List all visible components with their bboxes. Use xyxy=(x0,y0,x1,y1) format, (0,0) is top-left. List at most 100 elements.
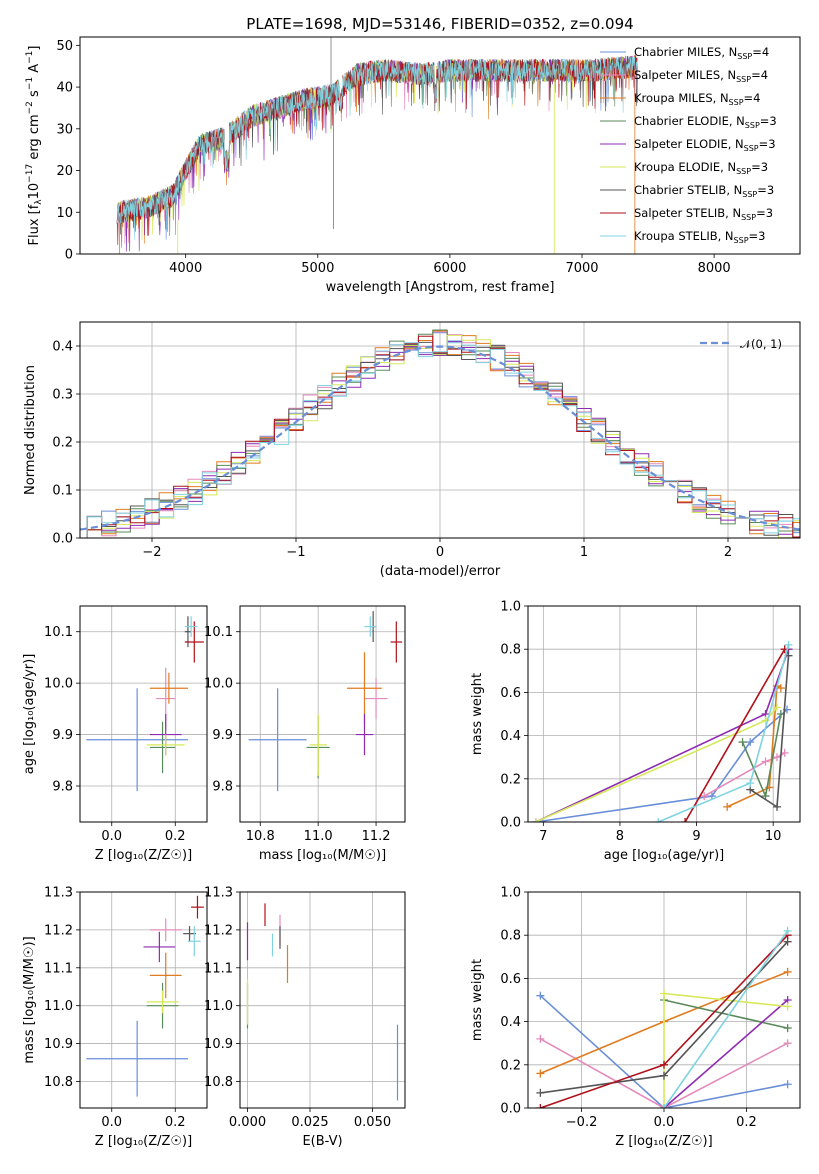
x-tick-label: 5000 xyxy=(301,261,334,276)
x-tick-label: 0.0 xyxy=(101,829,122,844)
legend-entry: 𝒩(0, 1) xyxy=(740,337,782,351)
x-tick-label: 11.2 xyxy=(362,829,391,844)
y-tick-label: 1.0 xyxy=(500,600,521,615)
series-point-2 xyxy=(761,757,770,766)
legend-entry: Kroupa STELIB, NSSP=3 xyxy=(634,229,765,245)
y-tick-label: 10.1 xyxy=(44,625,73,640)
x-axis-label: wavelength [Angstrom, rest frame] xyxy=(326,280,555,295)
x-axis-label: mass [log₁₀(M/M☉)] xyxy=(259,848,386,863)
series-point-8 xyxy=(681,818,690,822)
x-tick-label: 0.0 xyxy=(101,1115,122,1130)
age_weight-panel: 7 8 9 10 0.0 0.2 0.4 0.6 0.8 1.0 age [log₁₀(age/yr… xyxy=(470,600,801,863)
x-tick-label: 8000 xyxy=(698,261,731,276)
series-point-3 xyxy=(783,967,792,976)
y-tick-label: 0.2 xyxy=(500,1058,521,1073)
y-tick-label: 11.2 xyxy=(204,923,233,938)
series-point-6 xyxy=(773,703,782,712)
y-tick-label: 0.3 xyxy=(52,388,73,403)
y-tick-label: 9.9 xyxy=(212,728,233,743)
y-tick-label: 20 xyxy=(56,164,73,179)
series-point-2 xyxy=(700,792,709,801)
spectrum-panel: 4000 5000 6000 7000 8000 0 10 20 30 40 50 wavelengt… xyxy=(25,36,801,295)
series-line-2 xyxy=(540,1038,788,1108)
series-point-1 xyxy=(783,1080,792,1089)
y-tick-label: 0.6 xyxy=(500,972,521,987)
residuals-marks xyxy=(80,329,800,538)
y-tick-label: 0.6 xyxy=(500,686,521,701)
series-point-6 xyxy=(783,1002,792,1011)
series-point-3 xyxy=(536,1069,545,1078)
x-tick-label: 10.8 xyxy=(246,829,275,844)
y-tick-label: 0.4 xyxy=(52,340,73,355)
legend-entry: Kroupa ELODIE, NSSP=3 xyxy=(634,160,768,176)
y-axis-label: mass weight xyxy=(470,673,485,755)
series-point-7 xyxy=(660,1071,668,1080)
y-tick-label: 11.1 xyxy=(44,961,73,976)
x-tick-label: 6000 xyxy=(433,261,466,276)
residuals-panel: −2 −1 0 1 2 0.0 0.1 0.2 0.3 0.4 (data-model)/error… xyxy=(23,321,801,579)
series-point-8 xyxy=(536,1104,545,1108)
y-tick-label: 9.8 xyxy=(52,780,73,795)
series-point-8 xyxy=(660,1060,668,1069)
x-tick-label: 0.025 xyxy=(291,1115,328,1130)
x-tick-label: 2 xyxy=(724,545,732,560)
axes-frame xyxy=(527,605,801,823)
legend-entry: Chabrier ELODIE, NSSP=3 xyxy=(634,114,777,130)
z_age-panel: 0.0 0.2 9.8 9.9 10.0 10.1 Z [log₁₀(Z/Z☉)] age [… xyxy=(22,605,208,863)
axes-frame xyxy=(527,891,801,1109)
histogram-8 xyxy=(80,335,800,538)
y-tick-label: 10.8 xyxy=(44,1075,73,1090)
y-axis-label: mass [log₁₀(M/M☉)] xyxy=(22,936,37,1063)
y-tick-label: 0.8 xyxy=(500,643,521,658)
x-tick-label: 0 xyxy=(436,545,444,560)
series-point-3 xyxy=(776,684,785,693)
y-tick-label: 11.2 xyxy=(44,923,73,938)
y-tick-label: 50 xyxy=(56,39,73,54)
y-tick-label: 11.3 xyxy=(44,886,73,901)
legend-entry: Salpeter STELIB, NSSP=3 xyxy=(634,206,773,222)
series-point-6 xyxy=(531,818,540,822)
mass_age-marks xyxy=(248,611,403,792)
y-tick-label: 0.0 xyxy=(500,1102,521,1117)
series-point-2 xyxy=(536,1034,545,1043)
x-tick-label: 9 xyxy=(692,829,700,844)
series-point-3 xyxy=(723,802,732,811)
y-tick-label: 0.0 xyxy=(52,532,73,547)
y-axis-label: Flux [fλ10−17 erg cm−2 s−1 A−1] xyxy=(25,46,44,246)
histogram-3 xyxy=(80,330,800,538)
x-tick-label: 0.2 xyxy=(165,1115,186,1130)
legend-entry: Chabrier MILES, NSSP=4 xyxy=(634,45,769,61)
legend-entry: Salpeter MILES, NSSP=4 xyxy=(634,68,768,84)
y-tick-label: 1.0 xyxy=(500,886,521,901)
y-tick-label: 30 xyxy=(56,122,73,137)
series-line-9 xyxy=(663,930,789,1108)
y-tick-label: 11.3 xyxy=(204,886,233,901)
z_weight-panel: −0.2 0.0 0.2 0.0 0.2 0.4 0.6 0.8 1.0 Z [log₁₀(Z/Z… xyxy=(470,886,801,1149)
series-point-2 xyxy=(783,1039,792,1048)
series-point-7 xyxy=(536,1088,545,1097)
y-tick-label: 0.8 xyxy=(500,929,521,944)
y-tick-label: 0.4 xyxy=(500,729,521,744)
y-tick-label: 10.0 xyxy=(44,677,73,692)
z_mass-marks xyxy=(86,895,204,1097)
x-tick-label: 0.050 xyxy=(354,1115,391,1130)
series-point-1 xyxy=(746,738,755,747)
y-tick-label: 0.2 xyxy=(500,772,521,787)
series-line-4 xyxy=(663,999,788,1029)
y-tick-label: 11.1 xyxy=(204,961,233,976)
x-tick-label: 10 xyxy=(765,829,782,844)
series-point-7 xyxy=(773,802,782,811)
x-tick-label: 0.000 xyxy=(229,1115,266,1130)
y-tick-label: 0.4 xyxy=(500,1015,521,1030)
y-axis-label: Normed distribution xyxy=(23,365,38,495)
x-axis-label: E(B-V) xyxy=(302,1134,342,1149)
age_weight-marks xyxy=(531,640,793,822)
x-tick-label: −1 xyxy=(286,545,305,560)
series-point-2 xyxy=(780,748,789,757)
spectrum-legend: Chabrier MILES, NSSP=4 Salpeter MILES, NS… xyxy=(600,45,777,245)
series-point-9 xyxy=(783,926,792,935)
legend-entry: Kroupa MILES, NSSP=4 xyxy=(634,91,760,107)
y-tick-label: 10 xyxy=(56,206,73,221)
x-tick-label: 1 xyxy=(580,545,588,560)
ebv_mass-marks xyxy=(246,903,399,1101)
